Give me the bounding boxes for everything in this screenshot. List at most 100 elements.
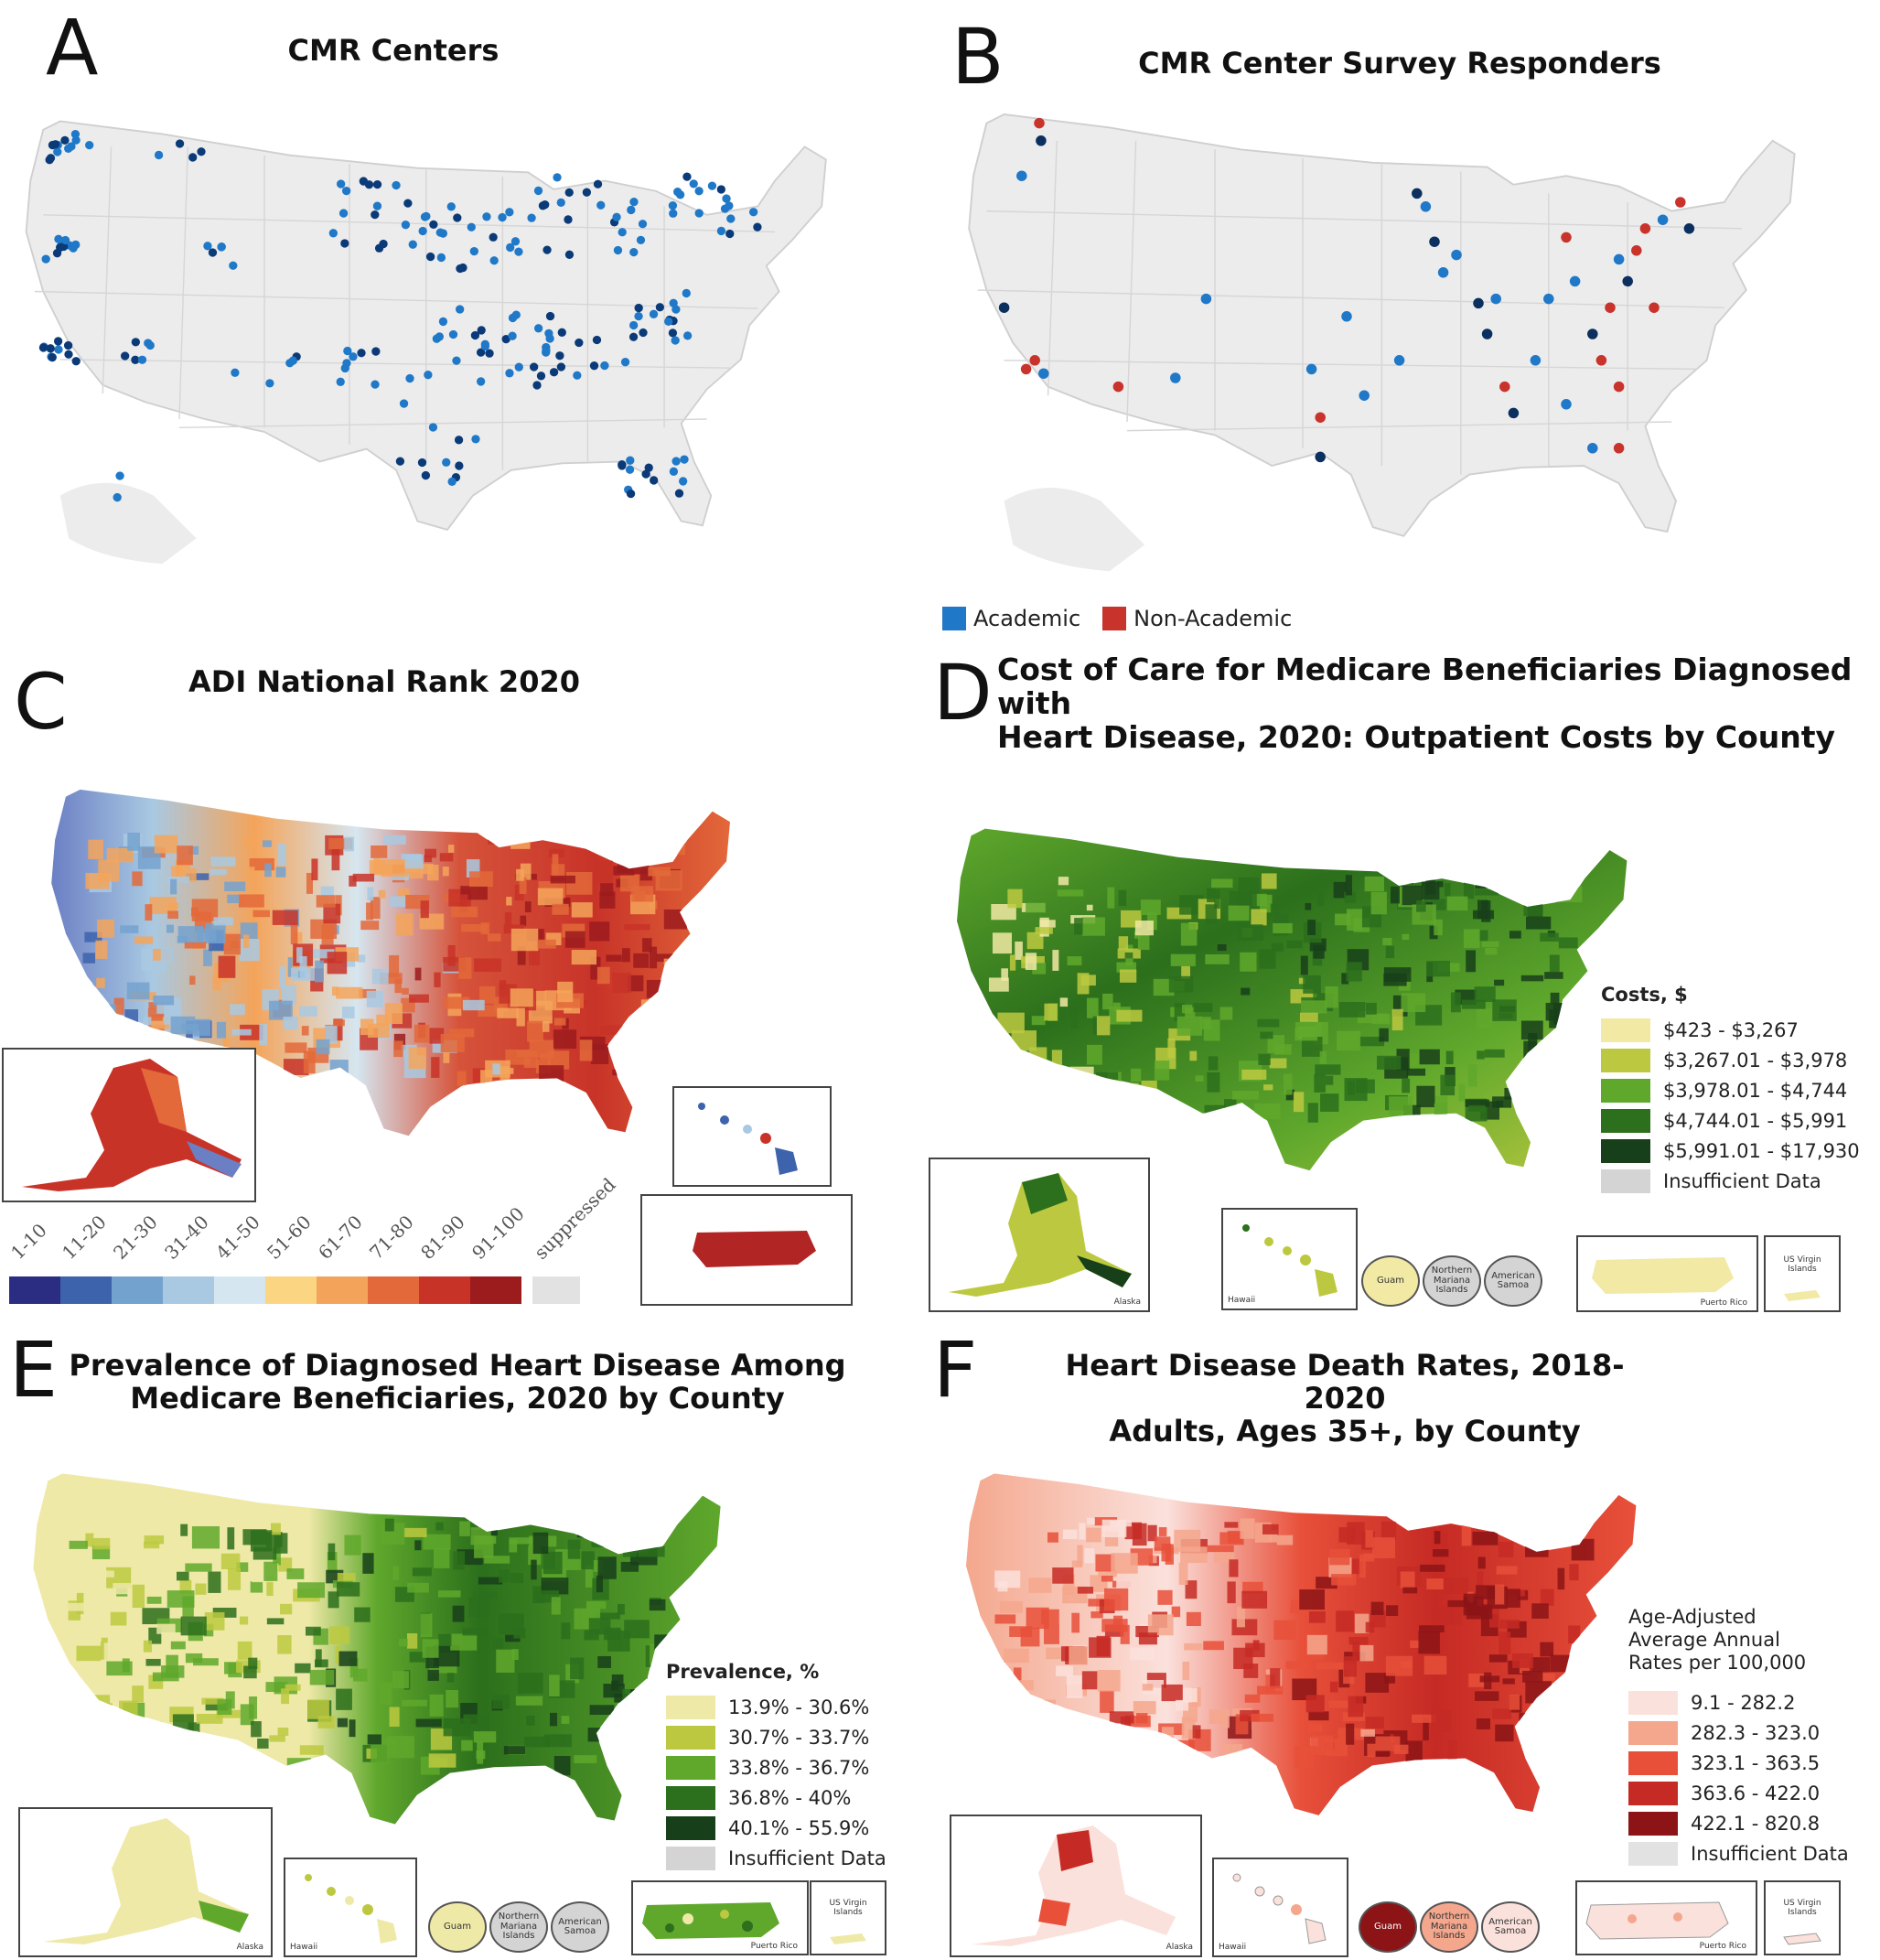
county-patch bbox=[590, 956, 601, 980]
center-dot bbox=[612, 212, 621, 221]
county-patch bbox=[316, 1039, 330, 1055]
county-patch bbox=[600, 1025, 623, 1035]
county-patch bbox=[630, 886, 654, 902]
center-dot bbox=[71, 240, 81, 250]
county-patch bbox=[1359, 1036, 1385, 1047]
county-patch bbox=[1423, 1718, 1429, 1741]
county-patch bbox=[110, 1611, 127, 1626]
responder-dot bbox=[1036, 135, 1047, 146]
panel-letter: E bbox=[9, 1325, 59, 1415]
legend-swatch bbox=[666, 1846, 715, 1870]
county-patch bbox=[1031, 1016, 1046, 1026]
county-patch bbox=[1066, 1675, 1083, 1698]
county-patch bbox=[102, 1004, 117, 1015]
center-dot bbox=[435, 228, 445, 237]
legend-row: Insufficient Data bbox=[1601, 1166, 1860, 1196]
legend-swatch bbox=[1628, 1842, 1678, 1867]
responder-dot bbox=[1675, 197, 1686, 208]
county-patch bbox=[543, 1734, 572, 1748]
county-patch bbox=[1025, 953, 1037, 970]
county-patch bbox=[1011, 1030, 1037, 1051]
county-patch bbox=[479, 985, 496, 1004]
county-patch bbox=[1345, 875, 1352, 896]
county-patch bbox=[608, 1717, 632, 1729]
county-patch bbox=[89, 1017, 104, 1037]
county-patch bbox=[1158, 1527, 1167, 1536]
county-patch bbox=[412, 1567, 432, 1577]
center-dot bbox=[454, 436, 464, 445]
county-patch bbox=[331, 848, 340, 871]
county-patch bbox=[252, 910, 271, 918]
county-patch bbox=[649, 946, 658, 969]
county-patch bbox=[1178, 1562, 1188, 1586]
county-patch bbox=[1217, 943, 1227, 952]
county-patch bbox=[1083, 1084, 1106, 1102]
county-patch bbox=[1101, 1576, 1113, 1582]
county-patch bbox=[1301, 1000, 1327, 1014]
county-patch bbox=[1077, 1587, 1094, 1594]
center-dot bbox=[399, 399, 409, 408]
county-patch bbox=[461, 1739, 473, 1751]
county-patch bbox=[1329, 1549, 1350, 1566]
center-dot bbox=[627, 205, 636, 215]
county-patch bbox=[496, 1649, 515, 1673]
county-patch bbox=[1314, 1074, 1326, 1093]
county-patch bbox=[448, 1028, 475, 1038]
county-patch bbox=[189, 975, 196, 985]
title-line-2: Heart Disease, 2020: Outpatient Costs by… bbox=[997, 718, 1836, 755]
county-patch bbox=[349, 875, 357, 887]
county-patch bbox=[492, 1063, 500, 1075]
county-patch bbox=[296, 947, 303, 964]
county-patch bbox=[1224, 1522, 1239, 1528]
center-dot bbox=[725, 201, 734, 210]
virgin-islands-label: US Virgin Islands bbox=[1783, 1899, 1821, 1917]
responder-dot bbox=[1170, 372, 1181, 383]
county-patch bbox=[1512, 1653, 1533, 1668]
county-patch bbox=[987, 1044, 1004, 1057]
responder-dot bbox=[1200, 293, 1212, 305]
center-dot bbox=[67, 142, 76, 151]
county-patch bbox=[1037, 1699, 1057, 1721]
county-patch bbox=[1476, 1718, 1490, 1729]
county-patch bbox=[1476, 1585, 1500, 1599]
county-patch bbox=[487, 837, 513, 845]
county-patch bbox=[1520, 975, 1544, 982]
county-patch bbox=[1418, 1631, 1440, 1654]
guam-oval: Guam bbox=[1361, 1255, 1420, 1307]
county-patch bbox=[1305, 903, 1312, 910]
county-patch bbox=[333, 1019, 345, 1027]
panel-letter: B bbox=[951, 12, 1004, 102]
county-patch bbox=[1176, 1739, 1195, 1750]
county-patch bbox=[468, 1597, 490, 1617]
center-dot bbox=[641, 469, 650, 479]
panel-e: E Prevalence of Diagnosed Heart Disease … bbox=[0, 1331, 915, 1959]
center-dot bbox=[573, 371, 582, 380]
panel-title: Heart Disease Death Rates, 2018-2020 Adu… bbox=[1025, 1349, 1665, 1448]
responder-dot bbox=[1481, 328, 1493, 339]
county-patch bbox=[1416, 899, 1426, 912]
responder-dot bbox=[1657, 214, 1669, 225]
hawaii-inset: Hawaii bbox=[1221, 1208, 1358, 1310]
county-patch bbox=[658, 835, 671, 853]
county-patch bbox=[277, 1635, 292, 1654]
county-patch bbox=[1533, 1719, 1557, 1741]
county-patch bbox=[1192, 1725, 1201, 1739]
county-patch bbox=[323, 903, 341, 924]
county-patch bbox=[553, 1018, 566, 1026]
legend-swatch bbox=[1628, 1721, 1678, 1746]
county-patch bbox=[1372, 1537, 1395, 1558]
county-patch bbox=[1157, 1589, 1173, 1605]
county-patch bbox=[392, 1566, 400, 1580]
responder-dot bbox=[1649, 302, 1660, 313]
county-patch bbox=[1015, 1070, 1022, 1092]
county-patch bbox=[547, 1050, 570, 1070]
county-patch bbox=[1260, 1031, 1273, 1039]
county-patch bbox=[452, 1605, 465, 1622]
county-patch bbox=[1031, 1729, 1053, 1739]
county-patch bbox=[1359, 1558, 1366, 1578]
county-patch bbox=[542, 1021, 550, 1032]
county-patch bbox=[1295, 1028, 1318, 1041]
puerto-rico-map bbox=[1585, 1901, 1729, 1940]
county-patch bbox=[160, 948, 174, 962]
county-patch bbox=[91, 1706, 100, 1723]
